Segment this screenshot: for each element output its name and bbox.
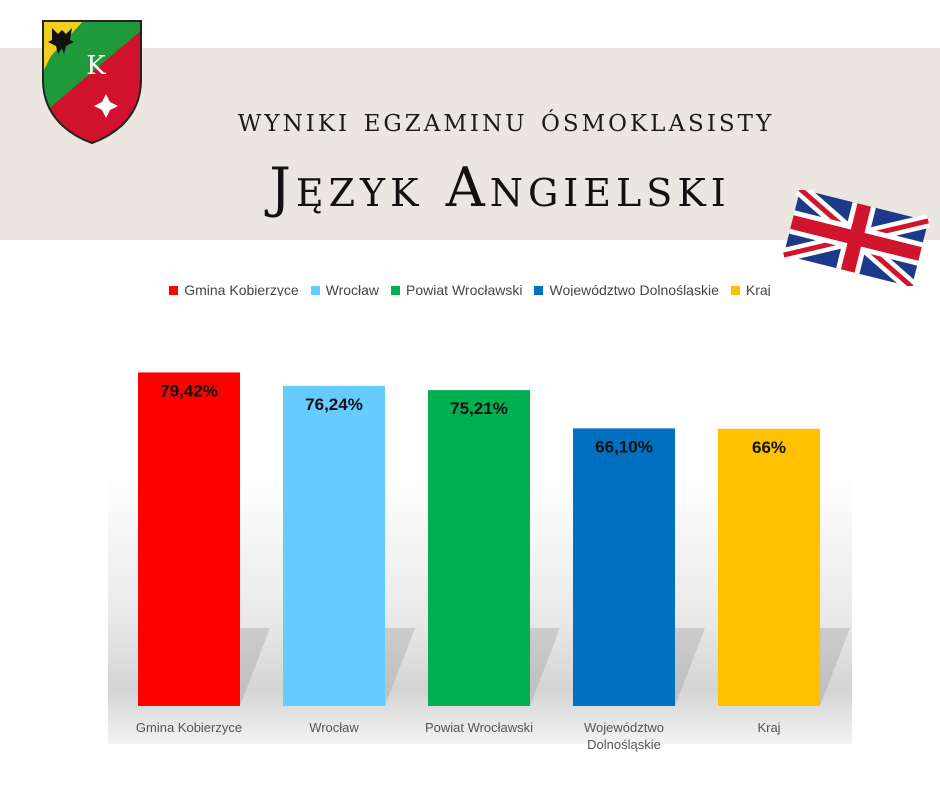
- bar: [718, 428, 820, 706]
- legend-label: Powiat Wrocławski: [406, 282, 523, 298]
- legend-swatch: [310, 285, 320, 295]
- title-banner: [0, 48, 940, 240]
- bar: [428, 390, 530, 706]
- chart-legend: Gmina Kobierzyce Wrocław Powiat Wrocławs…: [0, 282, 940, 298]
- legend-item: Kraj: [730, 282, 771, 298]
- page-title: Język Angielski: [269, 156, 731, 219]
- bar: [138, 372, 240, 706]
- subtitle: wyniki egzaminu ósmoklasisty: [237, 100, 775, 139]
- bar: [573, 428, 675, 706]
- category-label: Dolnośląskie: [587, 737, 661, 752]
- legend-swatch: [391, 285, 401, 295]
- legend-item: Gmina Kobierzyce: [169, 282, 299, 298]
- data-label: 76,24%: [305, 395, 363, 414]
- coat-of-arms-icon: K: [42, 20, 142, 145]
- crest-letter: K: [86, 51, 106, 81]
- data-label: 66,10%: [595, 437, 653, 456]
- legend-label: Wrocław: [325, 282, 380, 298]
- data-label: 79,42%: [160, 381, 218, 400]
- category-label: Powiat Wrocławski: [425, 720, 533, 735]
- legend-item: Wrocław: [310, 282, 380, 298]
- legend-label: Kraj: [745, 282, 771, 298]
- legend-label: Województwo Dolnośląskie: [549, 282, 719, 298]
- legend-swatch: [730, 285, 740, 295]
- category-label: Województwo: [584, 720, 664, 735]
- category-label: Kraj: [757, 720, 780, 735]
- data-label: 75,21%: [450, 399, 508, 418]
- legend-item: Województwo Dolnośląskie: [534, 282, 719, 298]
- legend-swatch: [169, 285, 179, 295]
- legend-label: Gmina Kobierzyce: [184, 282, 299, 298]
- legend-swatch: [534, 285, 544, 295]
- bar: [283, 385, 385, 706]
- category-label: Wrocław: [309, 720, 359, 735]
- uk-flag-icon: [782, 190, 930, 286]
- category-label: Gmina Kobierzyce: [136, 720, 242, 735]
- data-label: 66%: [752, 438, 786, 457]
- legend-item: Powiat Wrocławski: [391, 282, 522, 298]
